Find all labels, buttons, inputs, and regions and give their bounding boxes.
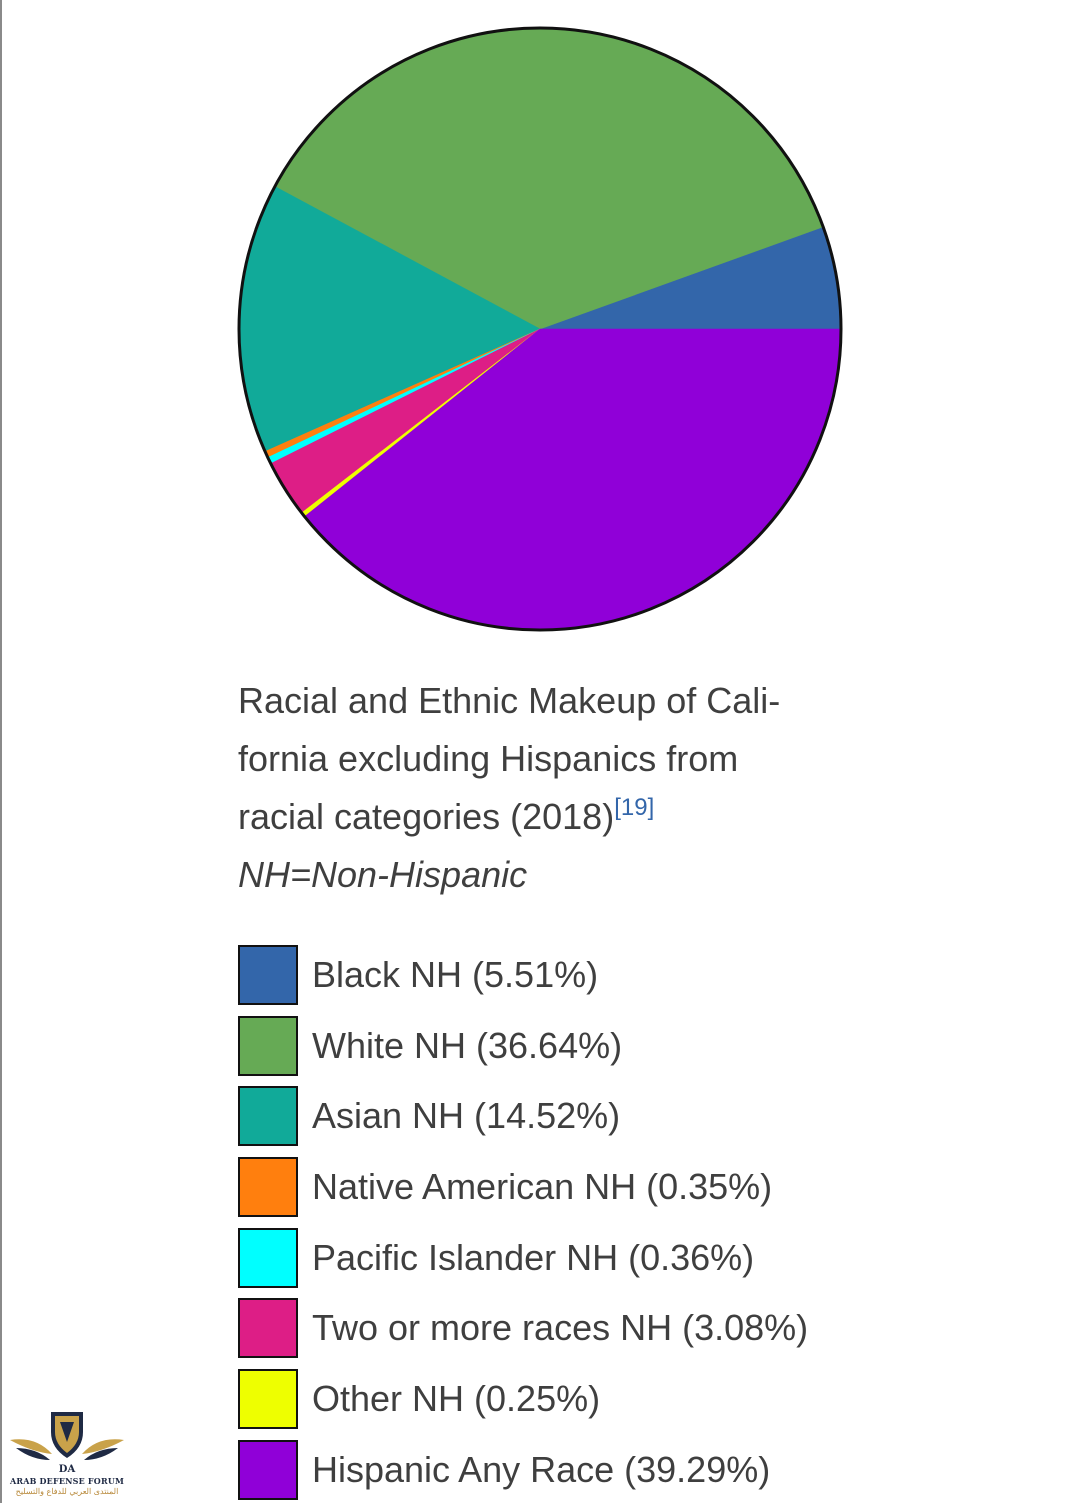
watermark-title: ARAB DEFENSE FORUM — [9, 1476, 125, 1486]
winged-shield-icon — [10, 1412, 124, 1460]
legend-label: Pacific Islander NH (0.36%) — [312, 1236, 755, 1278]
pie-slices — [238, 27, 842, 631]
legend-item: Hispanic Any Race (39.29%) — [238, 1439, 808, 1511]
caption-line-2: fornia excluding Hispanics from — [238, 738, 739, 779]
legend-swatch — [238, 1015, 298, 1076]
legend-item: Other NH (0.25%) — [238, 1369, 808, 1440]
legend-swatch — [238, 1227, 298, 1288]
legend-label: Other NH (0.25%) — [312, 1378, 601, 1420]
pie-outline — [237, 26, 843, 632]
chart-legend: Black NH (5.51%) White NH (36.64%) Asian N… — [238, 945, 808, 1511]
legend-label: White NH (36.64%) — [312, 1024, 623, 1066]
citation-link[interactable]: [19] — [614, 794, 655, 821]
legend-swatch — [238, 1086, 298, 1147]
legend-item: Native American NH (0.35%) — [238, 1157, 808, 1228]
legend-item: Black NH (5.51%) — [238, 945, 808, 1016]
legend-swatch — [238, 1298, 298, 1359]
watermark-subtitle: المنتدى العربي للدفاع والتسليح — [15, 1487, 119, 1496]
legend-item: Pacific Islander NH (0.36%) — [238, 1227, 808, 1299]
caption-note: NH=Non-Hispanic — [238, 854, 528, 895]
legend-label: Hispanic Any Race (39.29%) — [312, 1448, 771, 1490]
caption-line-3: racial categories (2018)[19] — [238, 788, 838, 846]
legend-item: Asian NH (14.52%) — [238, 1086, 808, 1157]
legend-label: Native American NH (0.35%) — [312, 1166, 773, 1208]
legend-item: White NH (36.64%) — [238, 1015, 808, 1087]
legend-swatch — [238, 1369, 298, 1430]
watermark-monogram: DA — [58, 1464, 76, 1475]
watermark-logo: DA ARAB DEFENSE FORUM المنتدى العربي للد… — [6, 1408, 128, 1500]
legend-label: Black NH (5.51%) — [312, 954, 599, 995]
legend-label: Two or more races NH (3.08%) — [312, 1307, 809, 1349]
legend-swatch — [238, 1439, 298, 1500]
pie-chart — [237, 26, 843, 632]
legend-item: Two or more races NH (3.08%) — [238, 1298, 808, 1369]
caption-line-3-text: racial categories (2018) — [238, 796, 615, 837]
legend-label: Asian NH (14.52%) — [312, 1095, 621, 1137]
legend-swatch — [238, 945, 298, 1005]
legend-swatch — [238, 1157, 298, 1218]
caption-line-1: Racial and Ethnic Makeup of Cali- — [238, 680, 781, 721]
chart-caption: Racial and Ethnic Makeup of Cali- fornia… — [238, 672, 838, 904]
page-left-border — [0, 0, 2, 1503]
